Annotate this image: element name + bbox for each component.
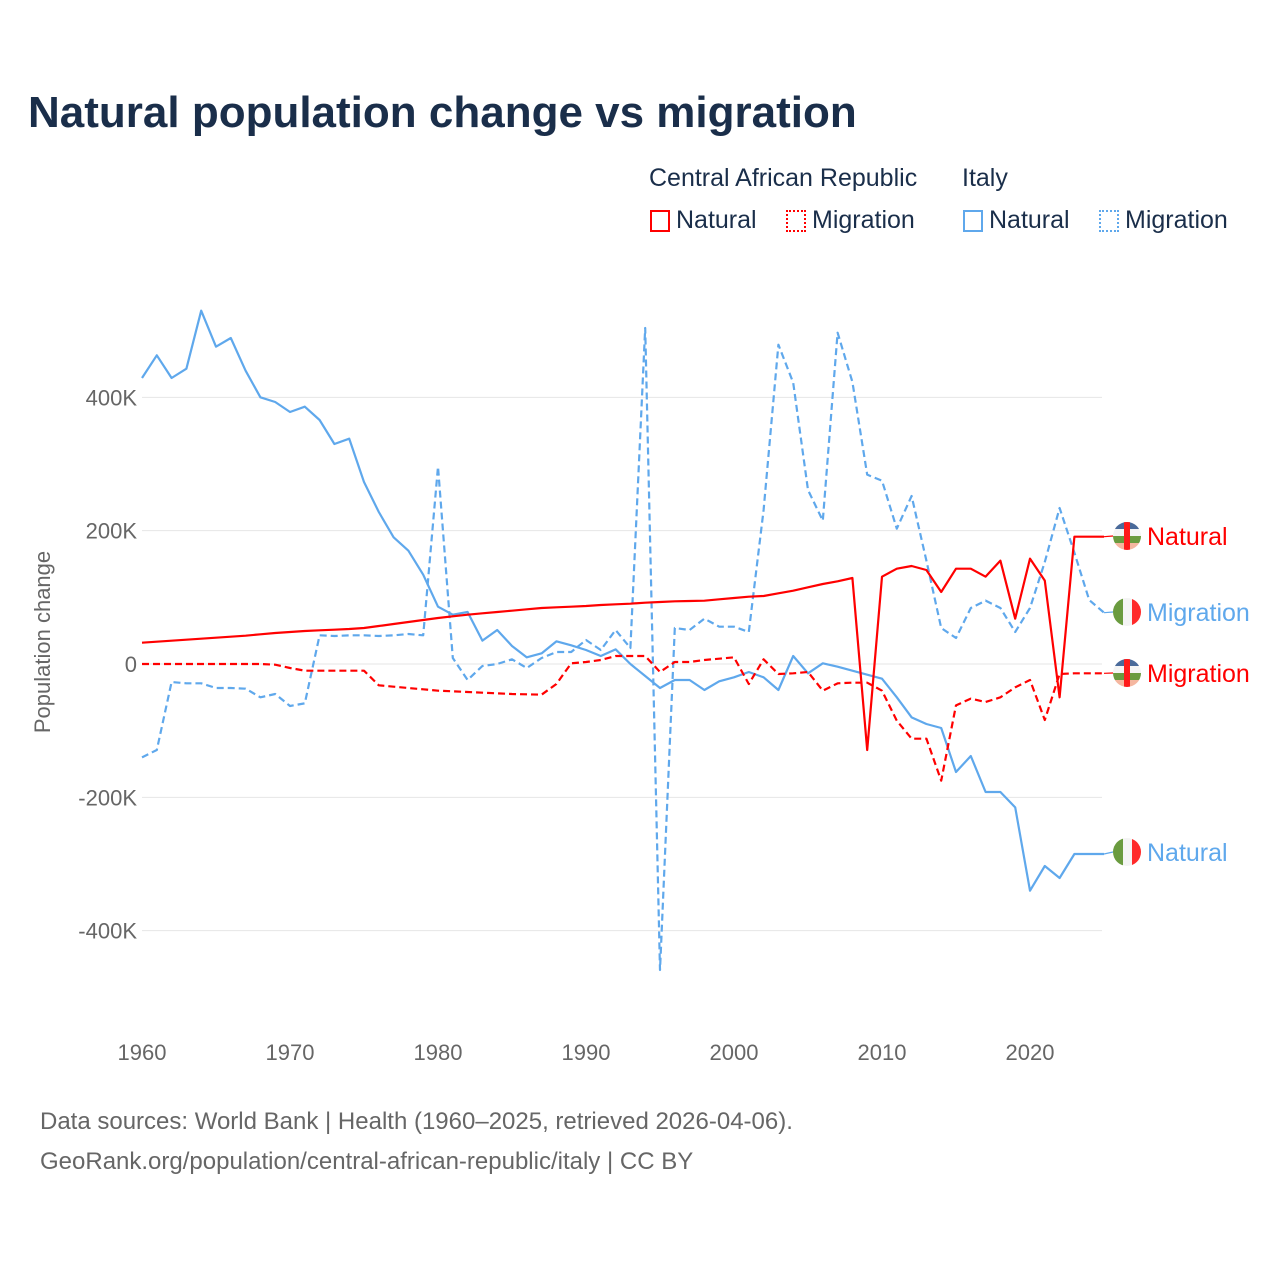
legend-label: Migration <box>1125 206 1228 234</box>
italy-flag-icon <box>1113 838 1141 866</box>
x-tick-label: 2000 <box>710 1040 759 1065</box>
legend-car-migration[interactable]: Migration <box>786 206 915 235</box>
series-line-italy-natural <box>141 309 1104 892</box>
central-african-republic-flag-icon <box>1113 522 1141 550</box>
x-tick-label: 1970 <box>266 1040 315 1065</box>
series-line-italy-migration <box>141 326 1105 972</box>
end-label-connector <box>1103 851 1114 855</box>
series-line-central-african-republic-migration <box>142 654 1104 782</box>
y-tick-label: -400K <box>78 919 137 944</box>
end-label: Migration <box>1147 599 1250 627</box>
source-line-1: Data sources: World Bank | Health (1960–… <box>40 1108 793 1135</box>
legend-group-car: Central African Republic <box>649 164 918 192</box>
end-label: Migration <box>1147 660 1250 688</box>
end-label: Natural <box>1147 839 1228 867</box>
legend-group-italy: Italy <box>962 164 1008 192</box>
x-tick-label: 1980 <box>414 1040 463 1065</box>
y-axis-label: Population change <box>30 551 55 733</box>
legend-italy-natural[interactable]: Natural <box>963 206 1070 235</box>
x-tick-label: 2020 <box>1006 1040 1055 1065</box>
legend-italy-migration[interactable]: Migration <box>1099 206 1228 235</box>
y-tick-label: -200K <box>78 785 137 810</box>
source-line-2[interactable]: GeoRank.org/population/central-african-r… <box>40 1148 694 1175</box>
y-tick-label: 200K <box>86 519 138 544</box>
end-label: Natural <box>1147 523 1228 551</box>
legend-swatch-dotted <box>786 209 806 232</box>
y-tick-label: 400K <box>86 385 138 410</box>
x-tick-label: 2010 <box>858 1040 907 1065</box>
end-label-connector <box>1103 611 1114 614</box>
end-label-connector <box>1103 535 1114 538</box>
central-african-republic-flag-icon <box>1113 659 1141 687</box>
legend-swatch-dotted <box>1099 209 1119 232</box>
chart-title: Natural population change vs migration <box>28 88 857 137</box>
legend-car-natural[interactable]: Natural <box>650 206 757 235</box>
legend-label: Natural <box>676 206 757 234</box>
y-tick-label: 0 <box>125 652 137 677</box>
legend-swatch-solid <box>963 209 983 232</box>
legend-swatch-solid <box>650 209 670 232</box>
series-line-central-african-republic-natural <box>141 535 1104 752</box>
legend-label: Natural <box>989 206 1070 234</box>
x-tick-label: 1990 <box>562 1040 611 1065</box>
legend-label: Migration <box>812 206 915 234</box>
italy-flag-icon <box>1113 598 1141 626</box>
x-tick-label: 1960 <box>118 1040 167 1065</box>
